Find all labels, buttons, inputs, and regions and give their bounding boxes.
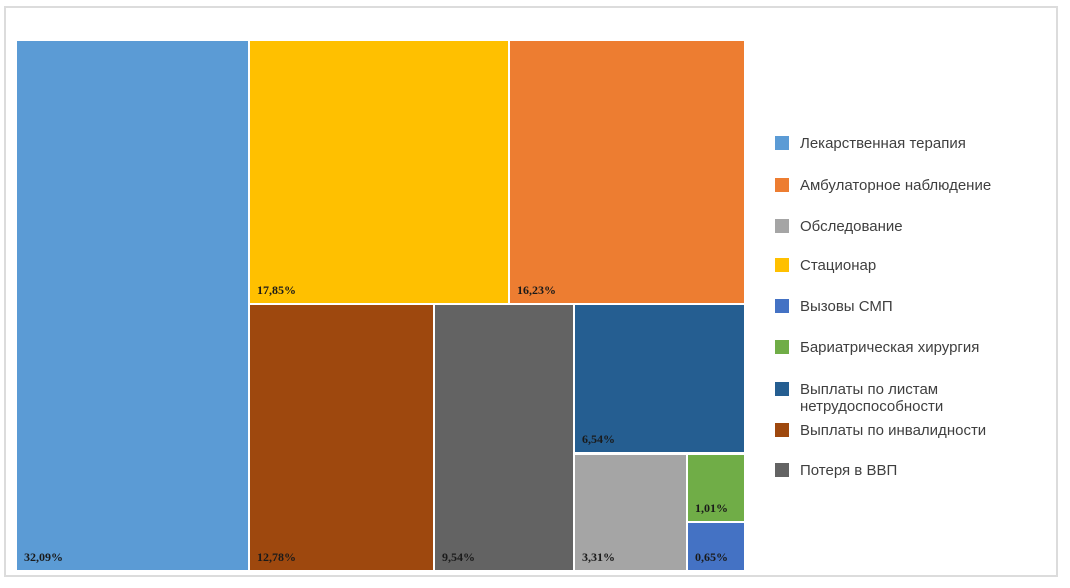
legend-swatch bbox=[775, 423, 789, 437]
tile-value-label: 0,65% bbox=[695, 549, 729, 564]
legend-item-4[interactable]: Стационар bbox=[775, 257, 876, 274]
legend-item-5[interactable]: Вызовы СМП bbox=[775, 298, 893, 315]
tile-value-label: 9,54% bbox=[442, 549, 476, 564]
tile-value-label: 16,23% bbox=[516, 283, 556, 297]
treemap-tile-7[interactable]: 3,31% bbox=[574, 454, 686, 570]
legend-swatch bbox=[775, 219, 789, 233]
chart-legend: Лекарственная терапия Амбулаторное наблюд… bbox=[775, 0, 1065, 588]
legend-swatch bbox=[775, 136, 789, 150]
treemap-tile-1[interactable]: 32,09% bbox=[17, 41, 248, 570]
tile-value-label: 32,09% bbox=[24, 550, 63, 564]
legend-item-1[interactable]: Лекарственная терапия bbox=[775, 135, 966, 152]
tile-value-label: 3,31% bbox=[581, 549, 615, 564]
legend-label: Стационар bbox=[800, 257, 877, 274]
tile-value-label: 17,85% bbox=[257, 283, 296, 297]
legend-item-6[interactable]: Бариатрическая хирургия bbox=[775, 339, 979, 356]
legend-swatch bbox=[775, 258, 789, 272]
treemap-tile-2[interactable]: 17,85% bbox=[250, 41, 508, 303]
legend-item-7[interactable]: Выплаты по листам нетрудоспособности bbox=[775, 381, 1000, 415]
legend-item-2[interactable]: Амбулаторное наблюдение bbox=[775, 177, 991, 194]
treemap-tile-4[interactable]: 12,78% bbox=[250, 305, 433, 570]
legend-item-9[interactable]: Потеря в ВВП bbox=[775, 462, 897, 479]
legend-label: Обследование bbox=[800, 218, 903, 235]
legend-swatch bbox=[775, 299, 789, 313]
legend-label: Амбулаторное наблюдение bbox=[800, 177, 992, 194]
treemap-tile-8[interactable]: 1,01% bbox=[688, 454, 744, 521]
treemap-plot-area: 32,09% 17,85% 16,23% 12,78% 9,54% 6,54% 3,31% 1… bbox=[17, 41, 744, 570]
legend-swatch bbox=[775, 178, 789, 192]
legend-label: Выплаты по листам нетрудоспособности bbox=[800, 381, 944, 415]
tile-value-label: 6,54% bbox=[581, 432, 615, 447]
treemap-tile-5[interactable]: 9,54% bbox=[435, 305, 573, 570]
legend-swatch bbox=[775, 340, 789, 354]
legend-label: Потеря в ВВП bbox=[800, 462, 898, 479]
legend-item-8[interactable]: Выплаты по инвалидности bbox=[775, 422, 986, 439]
legend-label: Бариатрическая хирургия bbox=[800, 339, 980, 356]
tile-value-label: 12,78% bbox=[257, 549, 296, 564]
treemap-tile-9[interactable]: 0,65% bbox=[688, 523, 744, 570]
tile-value-label: 1,01% bbox=[695, 501, 729, 515]
legend-label: Лекарственная терапия bbox=[800, 135, 966, 152]
legend-swatch bbox=[775, 382, 789, 396]
legend-item-3[interactable]: Обследование bbox=[775, 218, 903, 235]
treemap-tile-6[interactable]: 6,54% bbox=[574, 305, 744, 453]
legend-label: Вызовы СМП bbox=[800, 298, 893, 315]
legend-label: Выплаты по инвалидности bbox=[800, 422, 987, 439]
legend-swatch bbox=[775, 463, 789, 477]
treemap-tile-3[interactable]: 16,23% bbox=[509, 41, 744, 303]
